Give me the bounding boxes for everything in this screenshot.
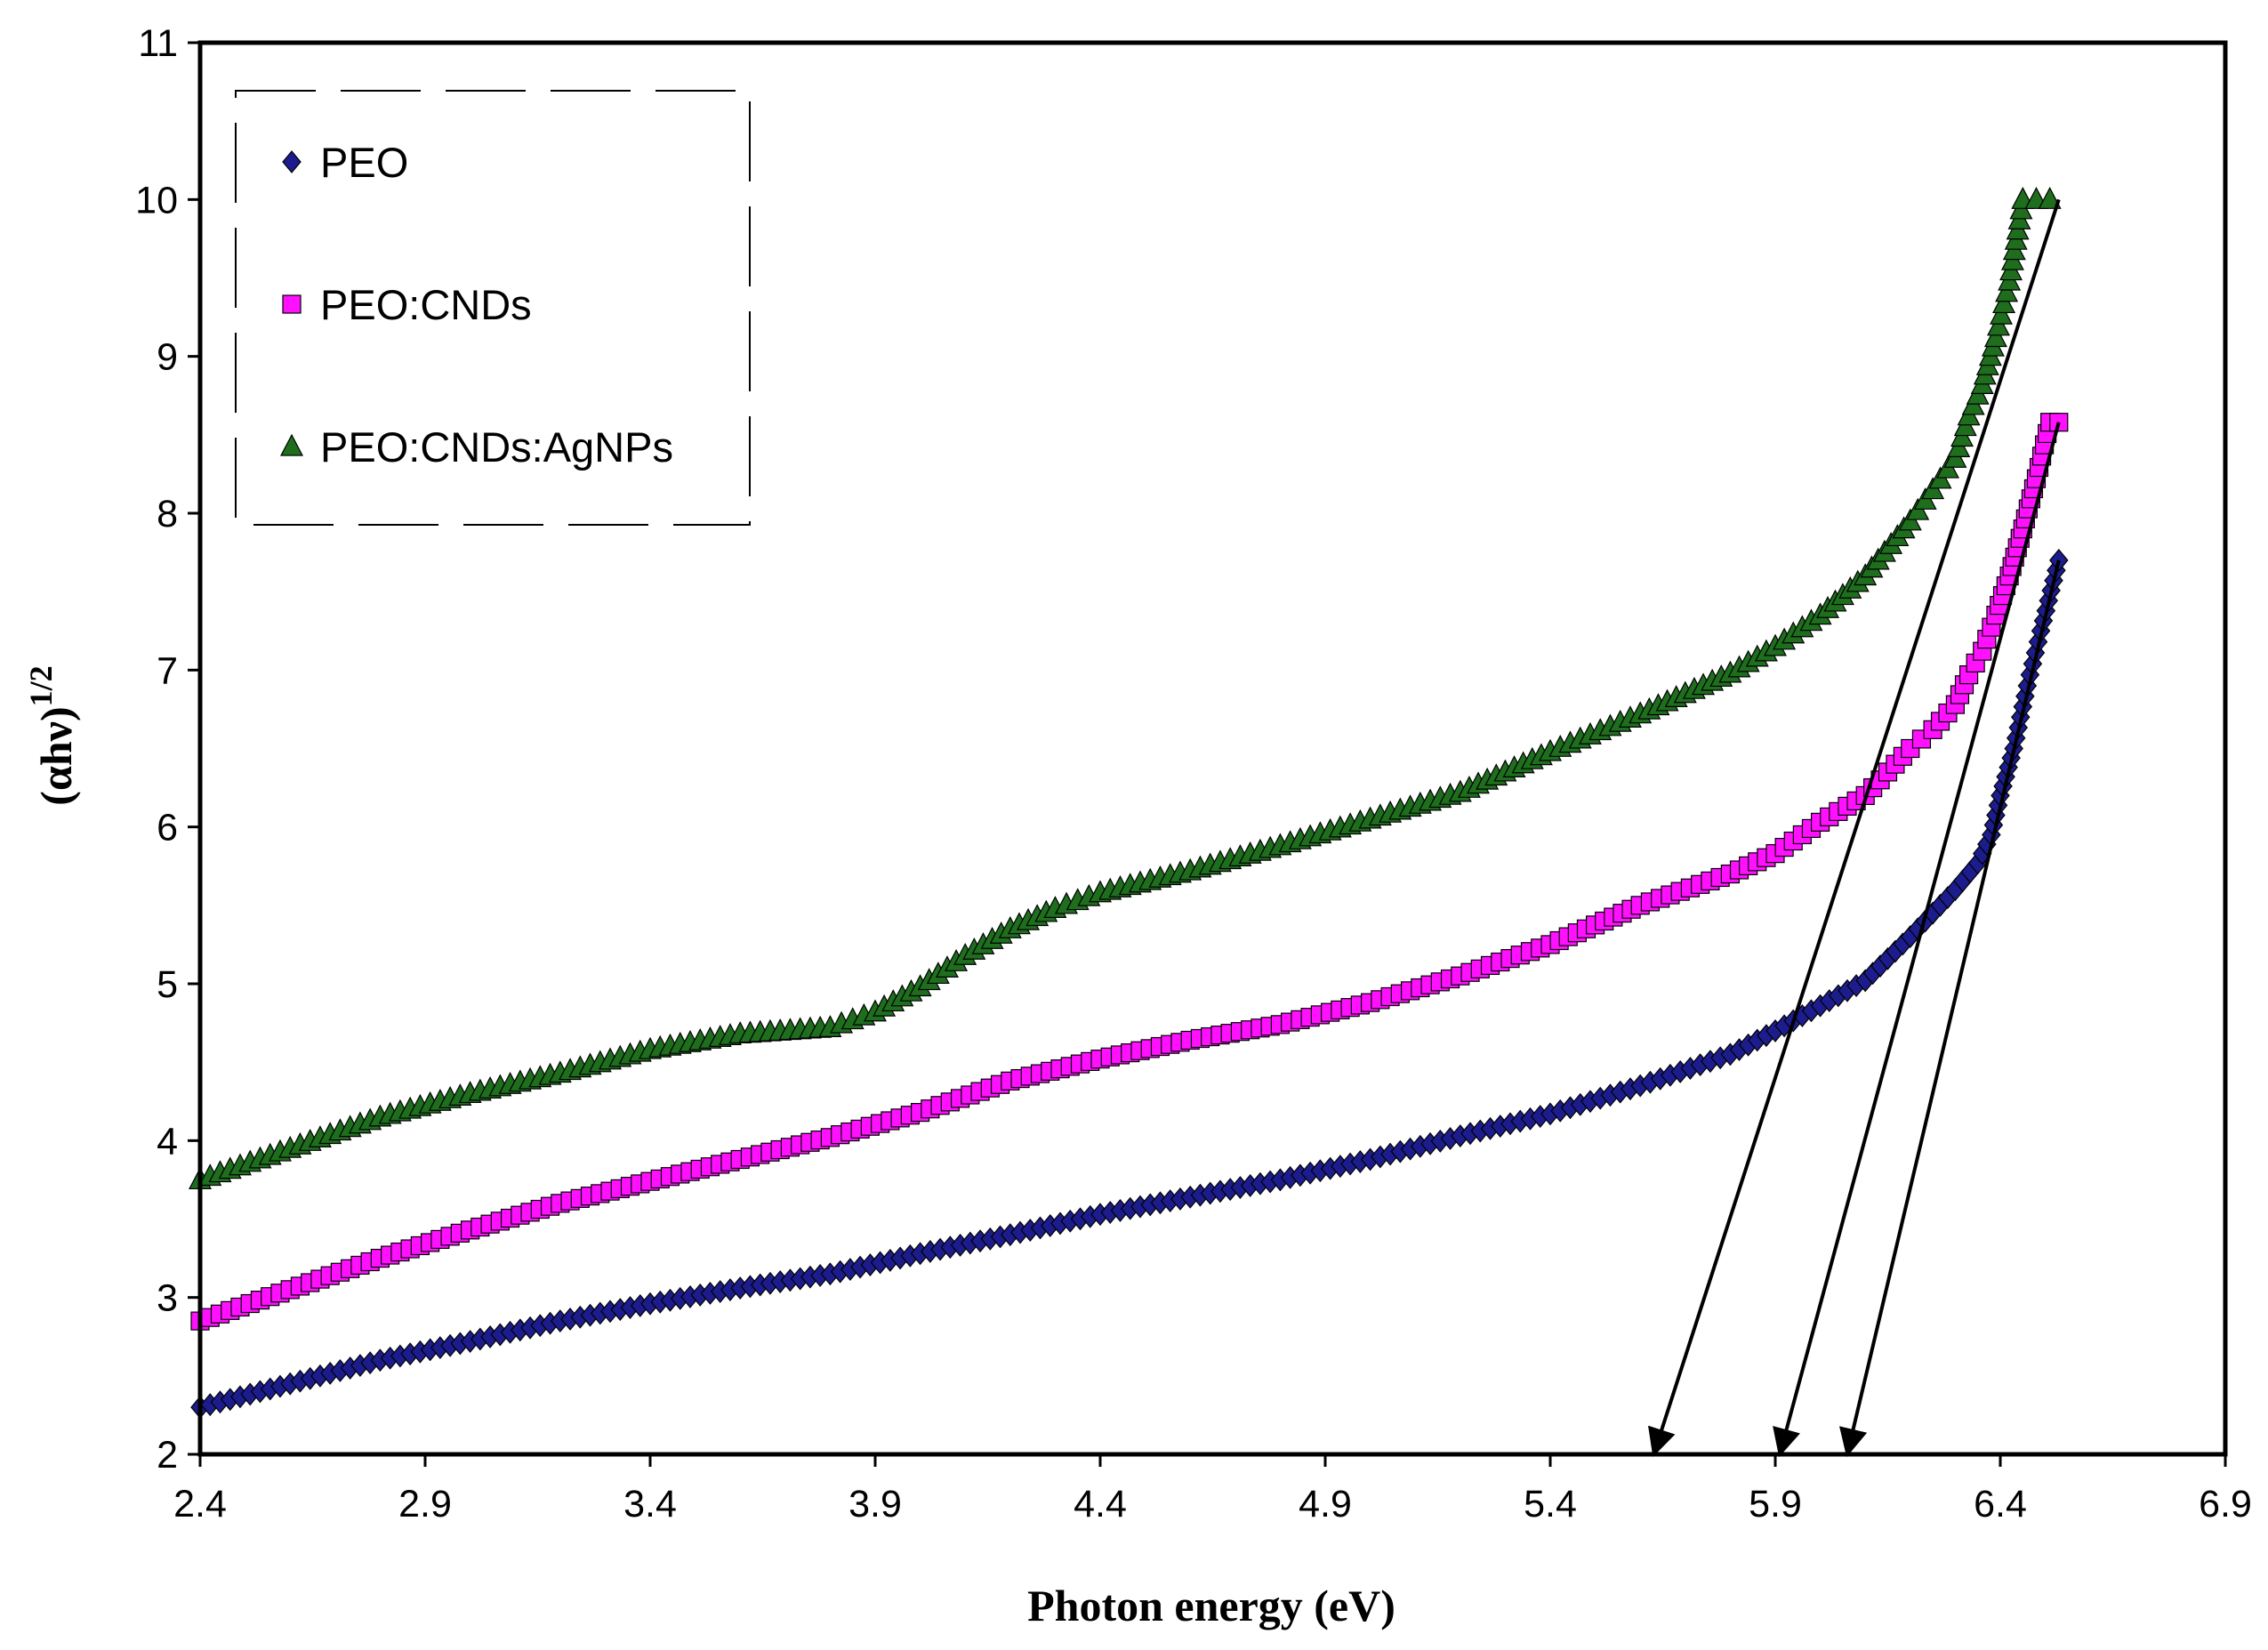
y-axis-title-sup: 1/2 [23, 665, 59, 706]
y-axis-title: (αhν)1/2 [23, 665, 81, 805]
extrapolation-arrow-3 [1839, 559, 2061, 1458]
legend-square-marker [282, 294, 302, 314]
y-tick-label: 4 [157, 1120, 178, 1163]
x-tick-label: 3.4 [623, 1483, 677, 1525]
extrapolation-lines-layer [1648, 198, 2061, 1458]
y-axis-title-main: (αhν) [31, 706, 81, 805]
x-tick-label: 6.9 [2199, 1483, 2252, 1525]
legend-triangle-marker [280, 433, 303, 456]
legend-entries: PEO PEO:CNDs PEO:CNDs:AgNPs [280, 139, 673, 471]
data-point [1983, 325, 2007, 348]
extrapolation-arrow-2 [1773, 422, 2061, 1458]
x-tick-label: 6.4 [1974, 1483, 2027, 1525]
y-tick-label: 10 [135, 179, 178, 221]
y-tick-label: 6 [157, 807, 178, 849]
legend-entry: PEO:CNDs [282, 281, 532, 328]
legend-diamond-marker [282, 150, 302, 173]
series-peo-cnds-agnps [189, 187, 2062, 1190]
y-tick-label: 7 [157, 649, 178, 692]
data-point-interpolated [1986, 313, 2010, 336]
x-tick-label: 2.9 [398, 1483, 452, 1525]
x-tick-label: 5.4 [1524, 1483, 1577, 1525]
legend-label: PEO:CNDs [320, 281, 532, 328]
y-tick-label: 11 [138, 22, 178, 65]
x-tick-label: 2.4 [173, 1483, 227, 1525]
x-tick-label: 3.9 [848, 1483, 902, 1525]
y-tick-label: 5 [157, 963, 178, 1006]
data-point-interpolated [1990, 302, 2014, 325]
x-tick-label: 5.9 [1749, 1483, 1802, 1525]
x-tick-label: 4.4 [1074, 1483, 1127, 1525]
series-peo-cnds [190, 413, 2069, 1331]
extrapolation-arrow-1 [1648, 198, 2061, 1458]
y-tick-label: 3 [157, 1277, 178, 1320]
series-peo [190, 548, 2069, 1420]
legend-entry: PEO [282, 139, 408, 186]
legend-label: PEO [320, 139, 408, 186]
x-axis-title: Photon energy (eV) [1027, 1581, 1395, 1630]
legend-box [235, 90, 751, 526]
y-tick-label: 9 [157, 336, 178, 379]
legend-label: PEO:CNDs:AgNPs [320, 423, 673, 471]
series-layer [189, 187, 2069, 1420]
legend: PEO PEO:CNDs PEO:CNDs:AgNPs [235, 90, 751, 526]
data-point-interpolated [1992, 291, 2016, 314]
plot-area-frame [197, 40, 2228, 1457]
legend-entry: PEO:CNDs:AgNPs [280, 423, 673, 471]
x-tick-label: 4.9 [1299, 1483, 1352, 1525]
y-tick-label: 2 [157, 1434, 178, 1477]
tick-layer: 2.4 2.9 3.4 3.9 4.4 4.9 5.4 5.9 6.4 6.9 2 3 4 5 6 7 8 9 10… [135, 22, 2252, 1525]
data-point-interpolated [1995, 279, 2019, 302]
y-tick-label: 8 [157, 493, 178, 535]
data-point [2038, 187, 2062, 209]
